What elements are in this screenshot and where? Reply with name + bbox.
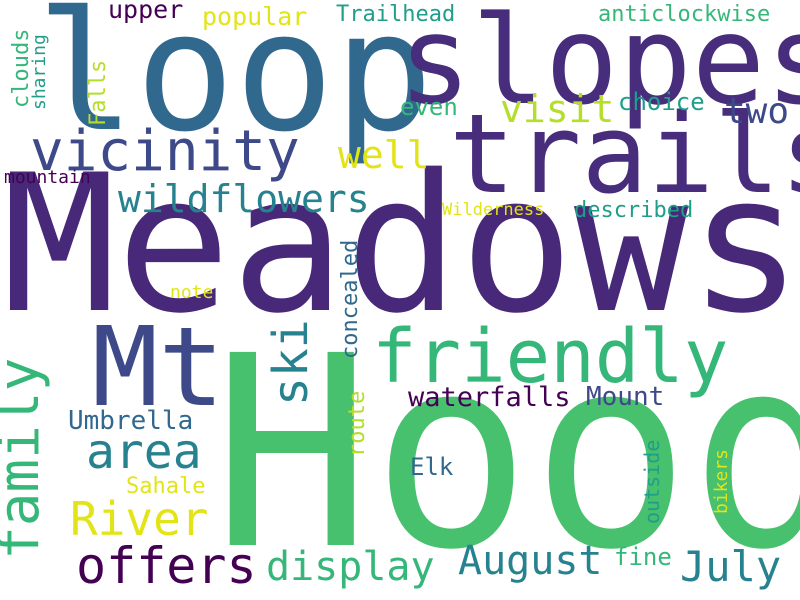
word-display: display [266,544,435,590]
word-umbrella: Umbrella [68,406,194,436]
word-outside: outside [640,439,664,524]
word-falls: Falls [86,59,111,126]
word-river: River [70,492,209,546]
word-waterfalls: waterfalls [408,382,571,413]
word-area: area [86,424,202,480]
word-sharing: sharing [29,34,50,110]
word-hood: Hood [212,300,800,600]
word-even: even [400,93,458,121]
word-anticlockwise: anticlockwise [598,2,771,27]
word-choice: choice [618,88,705,116]
word-loop: loop [36,0,434,168]
word-described: described [574,198,694,223]
word-wildflowers: wildflowers [118,177,370,221]
word-july: July [680,542,782,591]
word-vicinity: vicinity [30,119,300,184]
word-route: route [345,390,370,457]
word-concealed: concealed [338,239,363,359]
word-family: family [0,357,52,560]
word-well: well [338,133,430,177]
word-mountain: mountain [4,167,91,188]
word-august: August [458,538,603,584]
word-popular: popular [202,2,308,31]
word-upper: upper [108,0,184,24]
word-ski: ski [263,319,319,406]
word-elk: Elk [410,453,454,481]
word-two: two [724,91,790,132]
word-slopes: slopes [398,0,800,132]
word-note: note [170,282,214,303]
word-bikers: bikers [711,448,732,514]
word-friendly: friendly [372,314,729,400]
word-visit: visit [500,87,615,131]
word-fine: fine [614,543,672,571]
word-meadows: Meadows [2,134,800,355]
word-wilderness: Wilderness [442,200,545,220]
word-mount: Mount [586,382,665,412]
word-offers: offers [76,537,257,595]
word-sahale: Sahale [126,474,206,499]
word-trailhead: Trailhead [336,2,456,27]
word-mt: Mt [92,303,225,431]
word-trails: trails [449,90,800,218]
